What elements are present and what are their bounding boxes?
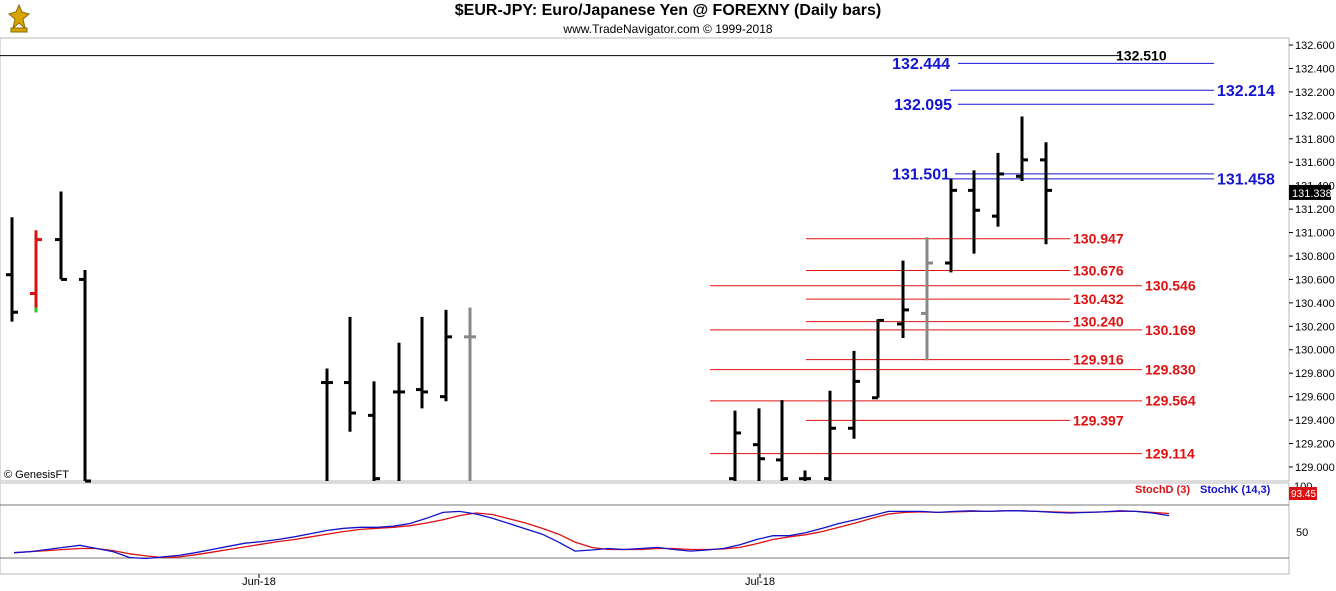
last-price-label: 131.338 — [1292, 188, 1332, 200]
level-label: 130.947 — [1073, 231, 1124, 247]
price-tick-label: 132.000 — [1295, 110, 1335, 122]
level-label: 129.564 — [1145, 393, 1196, 409]
price-panel-frame — [0, 37, 1290, 482]
price-tick-label: 132.400 — [1295, 63, 1335, 75]
date-axis: Jun-18 Jul-18 — [242, 574, 775, 588]
level-label: 132.214 — [1217, 83, 1275, 100]
stochastic-panel-frame — [0, 482, 1290, 575]
stoch-tick-label: 50 — [1296, 527, 1308, 539]
trade-navigator-logo-icon — [3, 2, 35, 34]
price-tick-label: 131.600 — [1295, 157, 1335, 169]
price-tick-label: 131.800 — [1295, 134, 1335, 146]
last-price-badge — [1289, 184, 1331, 200]
price-bars — [6, 116, 1052, 483]
level-label: 130.432 — [1073, 291, 1124, 307]
chart-title: $EUR-JPY: Euro/Japanese Yen @ FOREXNY (D… — [454, 2, 882, 19]
level-label: 131.501 — [892, 166, 950, 183]
copyright-label: © GenesisFT — [4, 469, 69, 481]
level-label: 129.916 — [1073, 351, 1124, 367]
price-tick-label: 129.000 — [1295, 462, 1335, 474]
date-tick-label: Jun-18 — [242, 576, 276, 588]
price-tick-label: 131.200 — [1295, 204, 1335, 216]
price-axis: 132.600 132.400 132.200 132.000 131.800 131.6… — [1289, 40, 1335, 474]
stoch-value-label: 93.45 — [1291, 489, 1316, 500]
price-tick-label: 130.000 — [1295, 345, 1335, 357]
date-tick-label: Jul-18 — [745, 576, 775, 588]
chart-subtitle: www.TradeNavigator.com © 1999-2018 — [563, 22, 773, 36]
price-tick-label: 130.200 — [1295, 321, 1335, 333]
price-tick-label: 129.200 — [1295, 438, 1335, 450]
level-lines: 132.510 132.444 132.214 132.095 131.501 131.4… — [0, 47, 1275, 461]
level-label: 130.546 — [1145, 278, 1196, 294]
price-tick-label: 132.600 — [1295, 40, 1335, 52]
stoch-value-badge — [1289, 487, 1317, 500]
stoch-d-legend: StochD (3) — [1135, 484, 1190, 496]
price-tick-label: 130.800 — [1295, 251, 1335, 263]
level-label: 129.114 — [1145, 445, 1195, 461]
price-tick-label: 129.800 — [1295, 368, 1335, 380]
level-label: 129.397 — [1073, 412, 1124, 428]
level-label: 129.830 — [1145, 362, 1196, 378]
level-label: 130.240 — [1073, 314, 1124, 330]
value-badges: 131.338 93.45 — [1289, 184, 1332, 500]
stoch-k-line — [13, 510, 1170, 560]
stoch-k-legend: StochK (14,3) — [1200, 484, 1271, 496]
level-label: 132.510 — [1116, 47, 1167, 63]
price-tick-label: 129.600 — [1295, 392, 1335, 404]
price-tick-label: 129.400 — [1295, 415, 1335, 427]
price-tick-label: 130.400 — [1295, 298, 1335, 310]
price-tick-label: 130.600 — [1295, 274, 1335, 286]
price-tick-label: 131.000 — [1295, 228, 1335, 240]
price-tick-label: 132.200 — [1295, 87, 1335, 99]
level-label: 132.444 — [892, 56, 950, 73]
level-label: 130.169 — [1145, 322, 1196, 338]
level-label: 131.458 — [1217, 171, 1275, 188]
level-label: 132.095 — [894, 97, 952, 114]
level-label: 130.676 — [1073, 262, 1124, 278]
